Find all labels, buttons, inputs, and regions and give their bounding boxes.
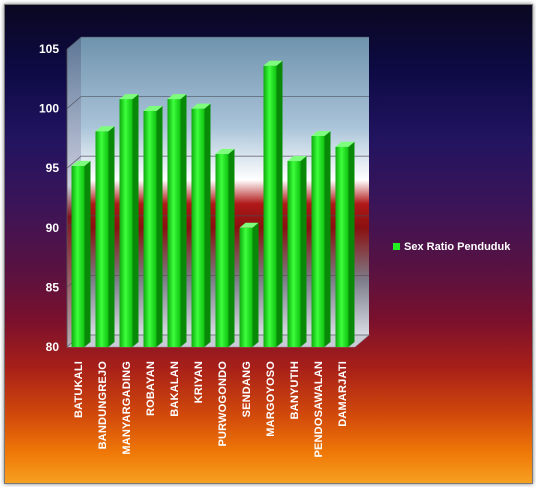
bar-top — [311, 131, 331, 137]
y-tick-label: 95 — [46, 161, 60, 175]
bar-side — [276, 60, 283, 348]
bar[interactable] — [71, 160, 91, 347]
bar-front — [143, 110, 157, 347]
bar-side — [156, 105, 163, 347]
y-tick-label: 90 — [46, 221, 60, 235]
bar[interactable] — [95, 126, 115, 347]
bar-side — [132, 94, 139, 348]
x-category-label: DAMARJATI — [337, 361, 349, 427]
x-category-label: MANYARGADING — [121, 361, 133, 455]
sex-ratio-bar-chart: 80 85 90 95 100 105 BATUKALI BANDUNGREJO MANYAR… — [39, 36, 511, 458]
bar[interactable] — [143, 105, 163, 347]
bar-front — [119, 99, 133, 348]
bar[interactable] — [167, 94, 187, 348]
legend-swatch — [393, 243, 400, 250]
bar-side — [108, 126, 115, 347]
x-category-label: SENDANG — [241, 361, 253, 417]
bar-front — [167, 99, 181, 348]
bar-side — [252, 222, 259, 347]
y-tick-label: 105 — [39, 42, 59, 56]
bar-side — [324, 131, 331, 347]
bar-top — [263, 60, 283, 66]
x-category-label: BATUKALI — [73, 361, 85, 418]
bar[interactable] — [239, 222, 259, 347]
bar-front — [215, 153, 229, 347]
bar-front — [95, 131, 109, 347]
x-category-label: BANYUTIH — [289, 361, 301, 419]
y-tick-label: 80 — [46, 340, 60, 354]
x-category-label: BAKALAN — [169, 361, 181, 417]
x-category-label: KRIYAN — [193, 361, 205, 403]
x-category-label: PURWOGONDO — [217, 361, 229, 447]
bar-front — [335, 146, 349, 347]
y-tick-label: 85 — [46, 280, 60, 294]
bar-top — [287, 156, 307, 162]
bar[interactable] — [263, 60, 283, 348]
bar-top — [143, 105, 163, 111]
bar-top — [71, 160, 91, 166]
bar-top — [335, 141, 355, 147]
bar-front — [263, 65, 277, 348]
bar[interactable] — [215, 148, 235, 347]
bar[interactable] — [335, 141, 355, 347]
bar-side — [84, 160, 91, 347]
bar[interactable] — [119, 94, 139, 348]
bar-side — [180, 94, 187, 348]
bar-top — [167, 94, 187, 100]
bar-top — [119, 94, 139, 100]
bar-side — [204, 103, 211, 347]
x-category-label: PENDOSAWALAN — [313, 361, 325, 458]
bar-top — [95, 126, 115, 132]
bar-front — [71, 165, 85, 347]
bar-top — [239, 222, 259, 228]
x-category-label: BANDUNGREJO — [97, 361, 109, 450]
legend-entry: Sex Ratio Penduduk — [404, 241, 511, 253]
bar-front — [287, 161, 301, 347]
bar-front — [239, 227, 253, 347]
bar[interactable] — [287, 156, 307, 347]
bar-side — [300, 156, 307, 347]
x-category-label: MARGOYOSO — [265, 361, 277, 437]
bar-front — [311, 136, 325, 347]
bar[interactable] — [191, 103, 211, 347]
chart-frame: 80 85 90 95 100 105 BATUKALI BANDUNGREJO MANYAR… — [4, 4, 533, 484]
bar[interactable] — [311, 131, 331, 347]
y-tick-label: 100 — [39, 102, 59, 116]
bar-side — [348, 141, 355, 347]
x-category-label: ROBAYAN — [145, 361, 157, 416]
gridline — [66, 36, 369, 50]
bar-top — [191, 103, 211, 109]
bar-side — [228, 148, 235, 347]
bar-front — [191, 108, 205, 347]
bar-top — [215, 148, 235, 154]
